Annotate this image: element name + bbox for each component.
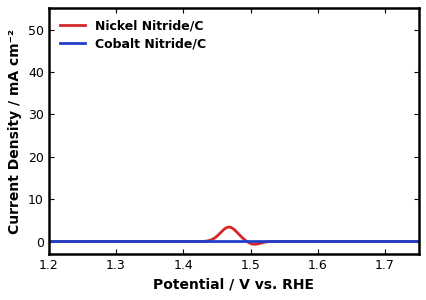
Nickel Nitride/C (216, 232, 221, 236)
Nickel Nitride/C (65, 240, 70, 243)
Cobalt Nitride/C (337, 240, 342, 243)
Legend: Nickel Nitride/C, Cobalt Nitride/C: Nickel Nitride/C, Cobalt Nitride/C (55, 15, 210, 56)
Cobalt Nitride/C (415, 240, 420, 243)
Nickel Nitride/C (415, 240, 420, 243)
Nickel Nitride/C (405, 240, 410, 243)
Cobalt Nitride/C (404, 240, 409, 243)
Y-axis label: Current Density / mA cm⁻²: Current Density / mA cm⁻² (9, 29, 22, 234)
Nickel Nitride/C (252, 242, 257, 246)
Cobalt Nitride/C (225, 240, 230, 243)
Cobalt Nitride/C (65, 240, 70, 243)
Nickel Nitride/C (226, 225, 231, 229)
Cobalt Nitride/C (46, 240, 51, 243)
Line: Nickel Nitride/C: Nickel Nitride/C (49, 227, 417, 244)
Nickel Nitride/C (337, 240, 342, 243)
Nickel Nitride/C (405, 240, 410, 243)
Cobalt Nitride/C (216, 240, 221, 243)
X-axis label: Potential / V vs. RHE: Potential / V vs. RHE (153, 278, 314, 292)
Nickel Nitride/C (225, 225, 230, 229)
Cobalt Nitride/C (404, 240, 409, 243)
Nickel Nitride/C (46, 240, 51, 243)
